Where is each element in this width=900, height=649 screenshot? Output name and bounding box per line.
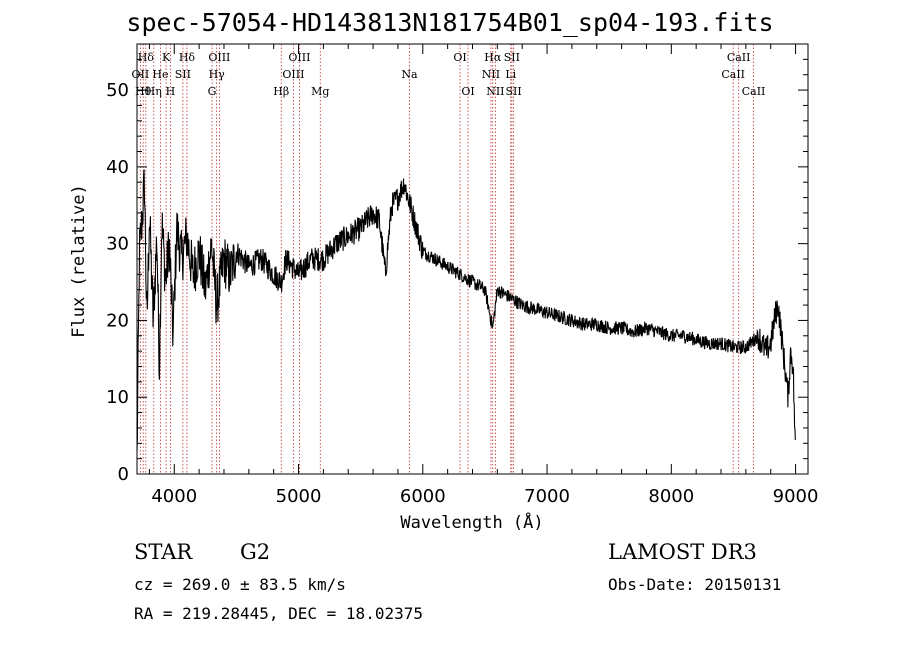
- line-marker-label: OIII: [288, 51, 310, 64]
- line-marker-label: OIII: [208, 51, 230, 64]
- line-marker-label: OI: [461, 85, 474, 98]
- line-marker-label: SII: [504, 51, 520, 64]
- line-marker-label: OI: [453, 51, 466, 64]
- object-class: STAR: [134, 540, 193, 564]
- x-tick-label: 8000: [648, 486, 694, 507]
- y-tick-label: 50: [106, 80, 129, 101]
- x-tick-label: 6000: [400, 486, 446, 507]
- observation-date: Obs-Date: 20150131: [608, 575, 782, 594]
- line-marker-label: CaII: [742, 85, 766, 98]
- line-markers: [139, 44, 754, 474]
- x-axis-label: Wavelength (Å): [400, 511, 543, 533]
- line-marker-label: NII: [482, 68, 500, 81]
- line-marker-labels: OIIHθHδHηHeKHSIIHδGHγOIIIHβOIIIOIIIMgNaO…: [131, 51, 765, 98]
- line-marker-label: Hδ: [179, 51, 196, 64]
- line-marker-label: Na: [401, 68, 418, 81]
- line-marker-label: CaII: [727, 51, 751, 64]
- line-marker-label: NII: [486, 85, 504, 98]
- chart-title: spec-57054-HD143813N181754B01_sp04-193.f…: [126, 8, 774, 37]
- line-marker-label: He: [152, 68, 168, 81]
- line-marker-label: SII: [506, 85, 522, 98]
- coordinates: RA = 219.28445, DEC = 18.02375: [134, 604, 423, 623]
- line-marker-label: H: [166, 85, 176, 98]
- x-tick-label: 5000: [276, 486, 322, 507]
- y-tick-label: 10: [106, 387, 129, 408]
- line-marker-label: OIII: [282, 68, 304, 81]
- y-tick-label: 30: [106, 234, 129, 255]
- line-marker-label: SII: [175, 68, 191, 81]
- survey-name: LAMOST DR3: [608, 540, 757, 564]
- object-subclass: G2: [240, 540, 271, 564]
- line-marker-label: K: [162, 51, 171, 64]
- x-tick-label: 4000: [151, 486, 197, 507]
- line-marker-label: Hθ: [135, 85, 152, 98]
- line-marker-label: Hγ: [209, 68, 226, 81]
- redshift-velocity: cz = 269.0 ± 83.5 km/s: [134, 575, 346, 594]
- y-axis-label: Flux (relative): [69, 184, 89, 338]
- axes: 4000 5000 6000 7000 8000 9000 0 10 20 30 40 50: [106, 44, 818, 507]
- line-marker-label: CaII: [721, 68, 745, 81]
- y-tick-label: 0: [118, 464, 129, 485]
- line-marker-label: Hη: [146, 85, 162, 98]
- line-marker-label: Mg: [311, 85, 329, 98]
- line-marker-label: G: [208, 85, 217, 98]
- line-marker-label: Hβ: [273, 85, 289, 98]
- spectrum-line: [136, 169, 796, 451]
- y-tick-label: 40: [106, 157, 129, 178]
- line-marker-label: Hα: [484, 51, 502, 64]
- y-tick-label: 20: [106, 310, 129, 331]
- line-marker-label: Li: [505, 68, 516, 81]
- x-tick-label: 7000: [524, 486, 570, 507]
- line-marker-label: Hδ: [138, 51, 155, 64]
- x-tick-label: 9000: [773, 486, 819, 507]
